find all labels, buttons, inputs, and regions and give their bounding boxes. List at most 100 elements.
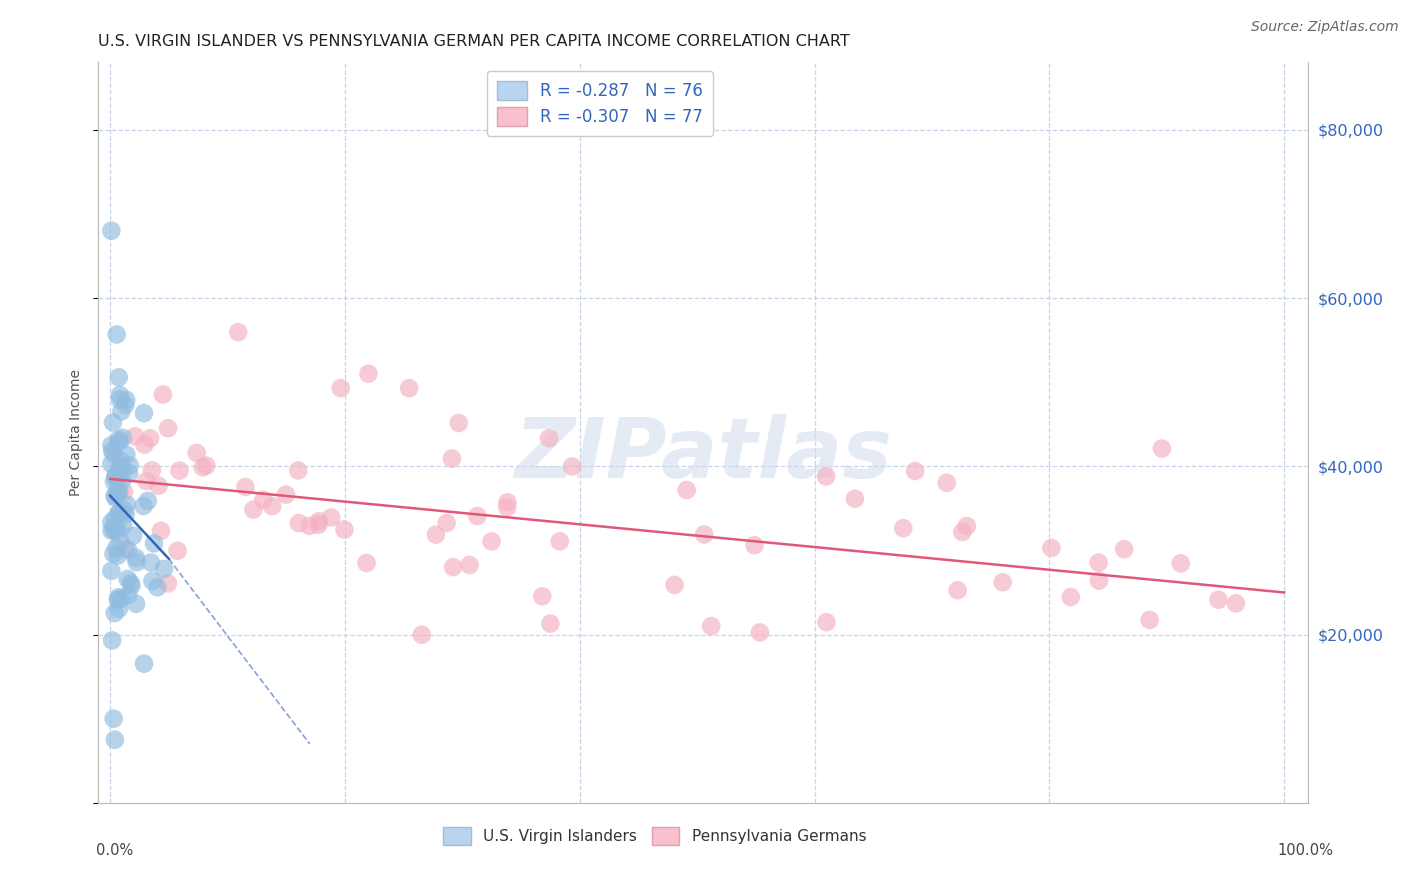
Point xyxy=(321,510,343,524)
Text: ZIPatlas: ZIPatlas xyxy=(515,414,891,495)
Point xyxy=(107,549,129,563)
Point xyxy=(107,463,129,477)
Point xyxy=(398,381,420,395)
Point xyxy=(118,458,141,473)
Point xyxy=(935,475,957,490)
Point xyxy=(107,521,129,535)
Point xyxy=(169,464,191,478)
Point xyxy=(153,562,176,576)
Point xyxy=(108,388,131,402)
Point xyxy=(991,575,1014,590)
Point xyxy=(125,597,148,611)
Point xyxy=(195,458,218,473)
Point xyxy=(107,485,129,500)
Point xyxy=(103,518,125,533)
Point xyxy=(104,470,127,484)
Point xyxy=(156,576,179,591)
Point xyxy=(103,475,125,489)
Point xyxy=(288,516,311,530)
Point xyxy=(1170,557,1192,571)
Point xyxy=(298,519,321,533)
Point xyxy=(186,446,208,460)
Point xyxy=(104,469,127,483)
Point xyxy=(110,591,132,606)
Point xyxy=(538,616,561,631)
Point xyxy=(440,451,463,466)
Point xyxy=(537,431,560,445)
Point xyxy=(105,541,128,556)
Point xyxy=(235,480,257,494)
Point xyxy=(117,588,139,602)
Point xyxy=(108,484,131,499)
Point xyxy=(125,555,148,569)
Point xyxy=(108,370,131,384)
Point xyxy=(124,429,146,443)
Point xyxy=(111,463,134,477)
Point xyxy=(118,467,141,481)
Point xyxy=(108,601,131,615)
Point xyxy=(132,499,155,513)
Point xyxy=(356,556,378,570)
Point xyxy=(458,558,481,572)
Point xyxy=(148,479,170,493)
Point xyxy=(108,505,131,519)
Point xyxy=(141,574,163,588)
Point xyxy=(122,529,145,543)
Point xyxy=(120,576,142,591)
Text: 0.0%: 0.0% xyxy=(96,843,132,858)
Point xyxy=(112,485,135,500)
Point xyxy=(110,404,132,418)
Point xyxy=(101,444,124,458)
Point xyxy=(411,628,433,642)
Point xyxy=(103,446,125,460)
Point xyxy=(104,732,127,747)
Point xyxy=(101,416,124,430)
Point xyxy=(1114,542,1136,557)
Point xyxy=(104,511,127,525)
Point xyxy=(107,591,129,605)
Point xyxy=(121,579,143,593)
Point xyxy=(1150,442,1173,456)
Point xyxy=(103,547,125,561)
Point xyxy=(166,543,188,558)
Point xyxy=(252,492,274,507)
Point xyxy=(101,633,124,648)
Point xyxy=(108,434,131,449)
Point xyxy=(103,712,125,726)
Point xyxy=(1040,541,1063,555)
Point xyxy=(100,457,122,471)
Point xyxy=(115,498,138,512)
Point xyxy=(110,534,132,549)
Point xyxy=(1208,592,1230,607)
Point xyxy=(104,606,127,620)
Point xyxy=(950,524,973,539)
Point xyxy=(815,469,838,483)
Point xyxy=(956,519,979,533)
Point xyxy=(307,517,329,532)
Point xyxy=(274,487,297,501)
Point xyxy=(103,523,125,537)
Point xyxy=(100,516,122,530)
Point xyxy=(447,416,470,430)
Point xyxy=(152,387,174,401)
Point xyxy=(744,538,766,552)
Text: 100.0%: 100.0% xyxy=(1277,843,1333,858)
Point xyxy=(108,506,131,520)
Point xyxy=(467,508,489,523)
Point xyxy=(548,534,571,549)
Point xyxy=(132,406,155,420)
Point xyxy=(125,550,148,565)
Legend: U.S. Virgin Islanders, Pennsylvania Germans: U.S. Virgin Islanders, Pennsylvania Germ… xyxy=(437,821,872,851)
Point xyxy=(333,523,356,537)
Point xyxy=(117,543,139,558)
Point xyxy=(115,392,138,407)
Point xyxy=(436,516,458,530)
Point xyxy=(114,398,136,412)
Point xyxy=(105,486,128,500)
Point xyxy=(1088,574,1111,588)
Point xyxy=(242,502,264,516)
Point xyxy=(262,499,284,513)
Point xyxy=(1139,613,1161,627)
Point xyxy=(1060,590,1083,604)
Point xyxy=(100,524,122,538)
